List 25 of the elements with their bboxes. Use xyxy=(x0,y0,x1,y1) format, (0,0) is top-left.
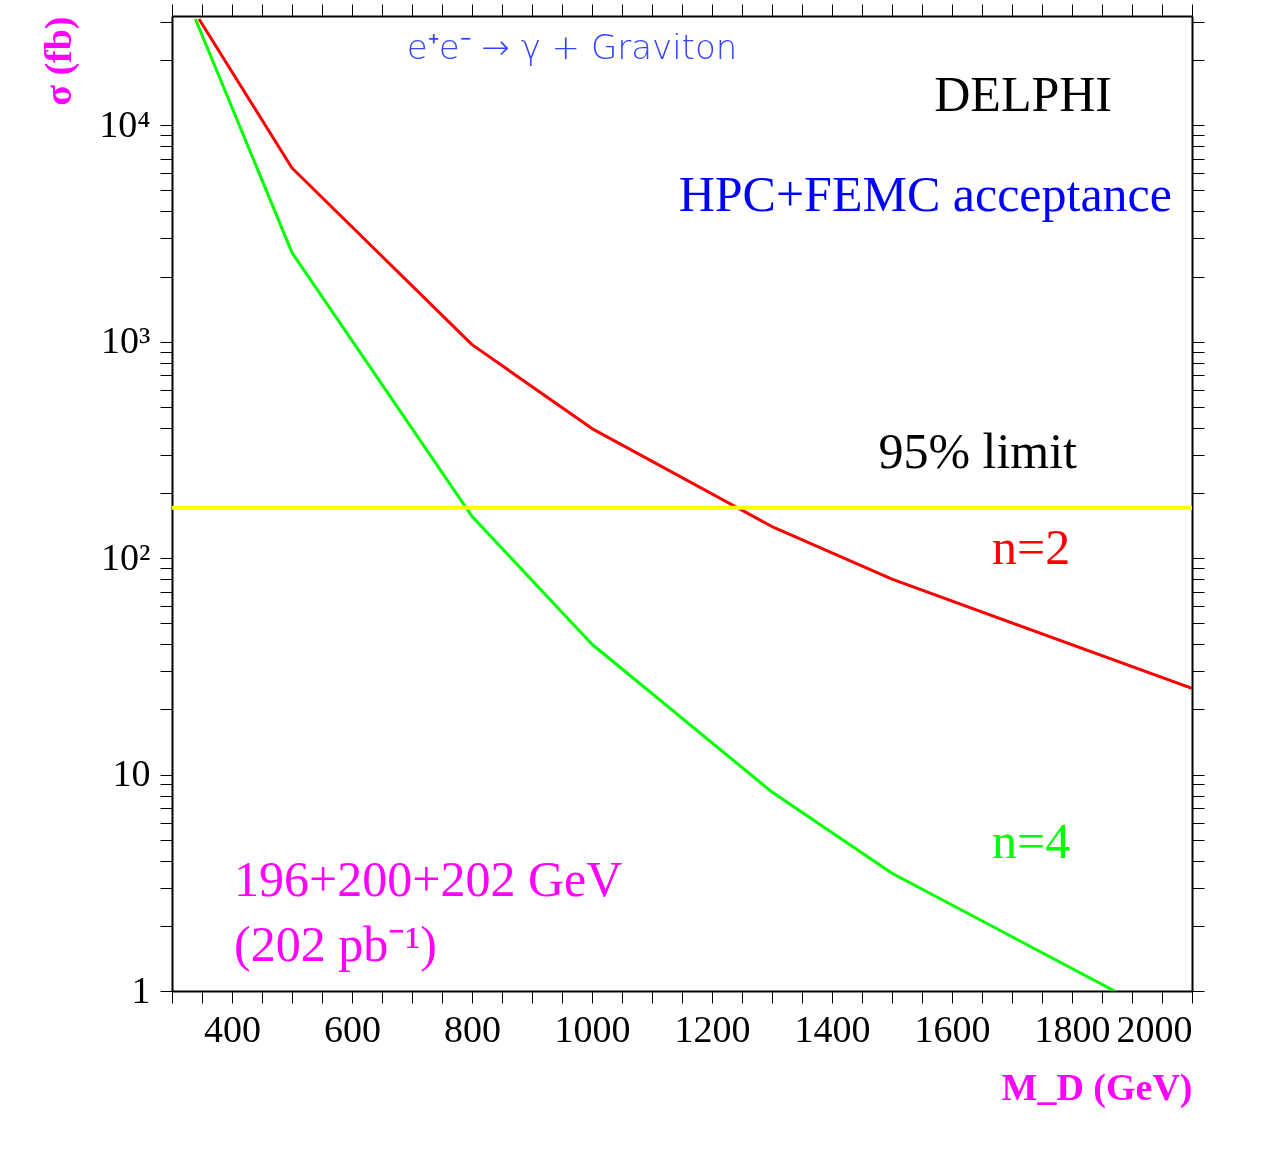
y-tick-label: 10³ xyxy=(101,319,151,362)
annotation: 196+200+202 GeV xyxy=(234,851,623,907)
y-tick-label: 10 xyxy=(112,752,151,795)
y-tick-label: 10² xyxy=(101,535,151,578)
annotation: DELPHI xyxy=(934,66,1112,122)
y-tick-label: 10⁴ xyxy=(99,102,151,145)
line-series xyxy=(197,17,1192,690)
chart-title: e⁺e⁻ → γ + Graviton xyxy=(406,27,738,67)
x-tick-label: 600 xyxy=(324,1007,381,1050)
x-tick-label: 800 xyxy=(444,1007,501,1050)
series-label: n=2 xyxy=(992,519,1071,576)
y-axis-title: σ (fb) xyxy=(37,16,81,106)
x-tick-label: 400 xyxy=(204,1007,261,1050)
x-tick-label: 1000 xyxy=(554,1007,631,1050)
x-tick-label: 2000 xyxy=(1116,1007,1193,1050)
x-tick-label: 1200 xyxy=(674,1007,751,1050)
x-tick-label: 1800 xyxy=(1034,1007,1111,1050)
x-tick-label: 1400 xyxy=(794,1007,871,1050)
x-tick-label: 1600 xyxy=(914,1007,991,1050)
annotation: (202 pb⁻¹) xyxy=(234,916,437,972)
x-axis-title: M_D (GeV) xyxy=(1001,1065,1193,1109)
series-label: n=4 xyxy=(992,813,1071,870)
annotation: HPC+FEMC acceptance xyxy=(678,166,1172,222)
y-tick-label: 1 xyxy=(131,968,151,1011)
ref-line-label: 95% limit xyxy=(878,422,1078,479)
